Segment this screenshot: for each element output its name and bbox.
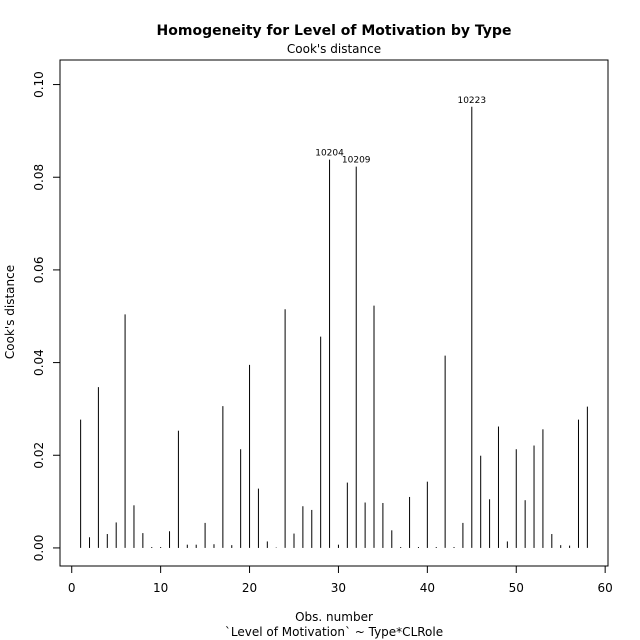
x-tick-label: 20 [242, 581, 257, 595]
y-tick-label: 0.02 [32, 442, 46, 469]
annotation-label: 10204 [315, 149, 344, 159]
x-tick-label: 50 [509, 581, 524, 595]
y-tick-label: 0.00 [32, 535, 46, 562]
x-tick-label: 0 [68, 581, 76, 595]
x-tick-label: 30 [331, 581, 346, 595]
x-axis-label: Obs. number [295, 610, 373, 624]
annotation-label: 10223 [457, 96, 486, 106]
annotation-label: 10209 [342, 156, 371, 166]
y-axis-label: Cook's distance [3, 265, 17, 359]
chart-title: Homogeneity for Level of Motivation by T… [157, 23, 512, 39]
y-axis: 0.00 0.02 0.04 0.06 0.08 0.10 [32, 71, 60, 561]
y-tick-label: 0.08 [32, 164, 46, 191]
data-spikes [80, 106, 588, 548]
x-axis: 0 10 20 30 40 50 60 [68, 566, 613, 595]
x-tick-label: 40 [420, 581, 435, 595]
y-tick-label: 0.10 [32, 71, 46, 98]
y-tick-label: 0.06 [32, 257, 46, 284]
x-axis-formula: `Level of Motivation` ~ Type*CLRole [225, 625, 443, 639]
plot-frame [59, 59, 609, 567]
y-tick-label: 0.04 [32, 349, 46, 376]
x-tick-label: 10 [153, 581, 168, 595]
chart-subtitle: Cook's distance [287, 42, 381, 56]
x-tick-label: 60 [598, 581, 613, 595]
